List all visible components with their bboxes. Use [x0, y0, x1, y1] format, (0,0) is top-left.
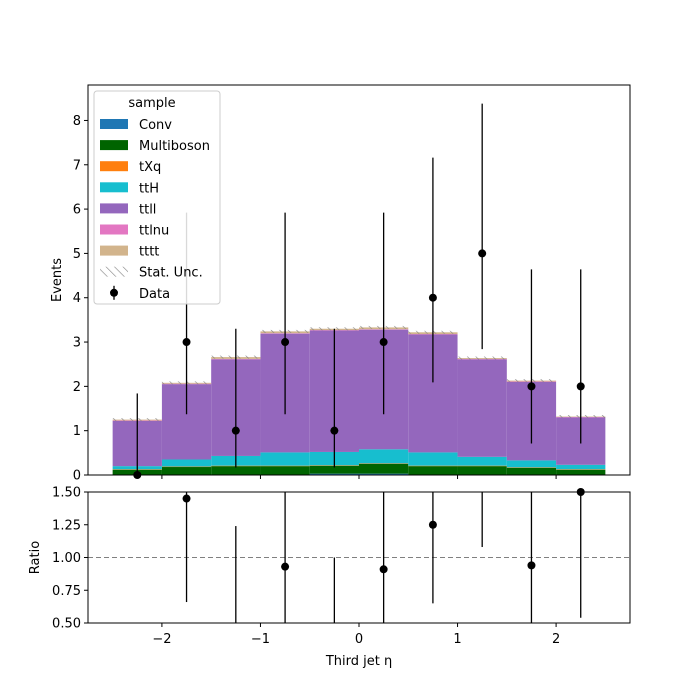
bar-tth-bin-3	[260, 452, 310, 466]
ratio-xtick-label--2: −2	[152, 632, 171, 647]
ratio-point-3	[428, 520, 437, 529]
data-point-7	[478, 249, 487, 258]
bar-multiboson-bin-6	[408, 466, 458, 475]
ratio-point-1	[281, 562, 290, 571]
bar-multiboson-bin-7	[457, 466, 507, 475]
bar-multiboson-bin-4	[309, 465, 359, 474]
ratio-ylabel: Ratio	[28, 541, 43, 574]
main-ytick-label-2: 2	[73, 380, 81, 395]
legend-label-conv: Conv	[139, 118, 172, 133]
ratio-ytick-label-0.75: 0.75	[52, 584, 81, 599]
bar-multiboson-bin-5	[359, 463, 409, 474]
legend-swatch-ttlnu	[100, 224, 128, 235]
main-ylabel: Events	[50, 258, 65, 302]
main-ytick-label-6: 6	[73, 203, 81, 218]
bar-tth-bin-6	[408, 452, 458, 466]
legend: sample Conv Multiboson tXq ttH ttll ttlnu tttt S…	[93, 90, 221, 305]
legend-label-multiboson: Multiboson	[139, 139, 210, 154]
ratio-plot: 0.50 0.75 1.00 1.25 1.50 −2 −1 0 1 2 Ratio Third je…	[28, 486, 631, 669]
bar-tth-bin-5	[359, 449, 409, 464]
data-point-1	[182, 338, 191, 347]
legend-swatch-stat-unc	[100, 266, 128, 277]
legend-label-tttt: tttt	[139, 245, 159, 260]
bar-conv-bin-5	[359, 473, 409, 475]
legend-label-stat-unc: Stat. Unc.	[139, 266, 203, 281]
legend-label-txq: tXq	[139, 160, 161, 175]
bar-multiboson-bin-1	[161, 467, 212, 475]
ratio-xtick-label-0: 0	[355, 632, 363, 647]
bar-multiboson-bin-2	[211, 466, 261, 475]
legend-label-ttlnu: ttlnu	[139, 224, 169, 239]
legend-swatch-multiboson	[100, 140, 128, 151]
ratio-point-0	[182, 494, 191, 503]
ratio-point-4	[527, 561, 536, 570]
data-point-6	[428, 293, 437, 302]
ratio-inner	[88, 492, 630, 623]
bar-tth-bin-9	[556, 464, 606, 470]
bar-multiboson-bin-8	[506, 467, 557, 475]
ratio-ytick-label-1.25: 1.25	[52, 518, 81, 533]
stat-unc-band-bin-7	[457, 356, 507, 360]
legend-title: sample	[128, 96, 175, 111]
main-ytick-label-8: 8	[73, 114, 81, 129]
ratio-ytick-label-1.00: 1.00	[52, 551, 81, 566]
data-point-5	[379, 338, 388, 347]
main-ytick-label-7: 7	[73, 158, 81, 173]
legend-label-data: Data	[139, 287, 170, 302]
bar-conv-bin-4	[309, 473, 359, 475]
main-ytick-label-0: 0	[73, 469, 81, 484]
main-ytick-label-3: 3	[73, 336, 81, 351]
ratio-xtick-label-1: 1	[453, 632, 461, 647]
legend-label-ttll: ttll	[139, 202, 156, 217]
main-ytick-label-4: 4	[73, 291, 81, 306]
bar-multiboson-bin-3	[260, 466, 310, 475]
main-plot: 0 1 2 3 4 5 6 7 8 Events	[50, 84, 631, 484]
legend-data-marker	[110, 288, 118, 297]
bar-ttll-bin-7	[457, 359, 507, 457]
ratio-ytick-label-1.50: 1.50	[52, 486, 81, 501]
bar-tth-bin-7	[457, 456, 507, 466]
data-point-2	[231, 426, 240, 435]
legend-swatch-txq	[100, 161, 128, 172]
legend-swatch-tth	[100, 182, 128, 193]
data-point-8	[527, 382, 536, 391]
legend-swatch-ttll	[100, 203, 128, 214]
legend-label-tth: ttH	[139, 181, 159, 196]
stack-group	[112, 325, 606, 475]
legend-swatch-conv	[100, 119, 128, 129]
main-ytick-label-1: 1	[73, 424, 81, 439]
ratio-point-2	[379, 565, 388, 574]
data-point-4	[330, 426, 339, 435]
bar-multiboson-bin-9	[556, 469, 606, 475]
ratio-xtick-label--1: −1	[251, 632, 270, 647]
legend-swatch-tttt	[100, 245, 128, 256]
main-ytick-label-5: 5	[73, 247, 81, 262]
data-point-9	[576, 382, 585, 391]
data-point-3	[281, 338, 290, 347]
bar-tth-bin-1	[161, 459, 212, 467]
xlabel: Third jet η	[325, 654, 392, 669]
bar-tth-bin-8	[506, 460, 557, 468]
ratio-ytick-label-0.50: 0.50	[52, 617, 81, 632]
ratio-xtick-label-2: 2	[552, 632, 560, 647]
